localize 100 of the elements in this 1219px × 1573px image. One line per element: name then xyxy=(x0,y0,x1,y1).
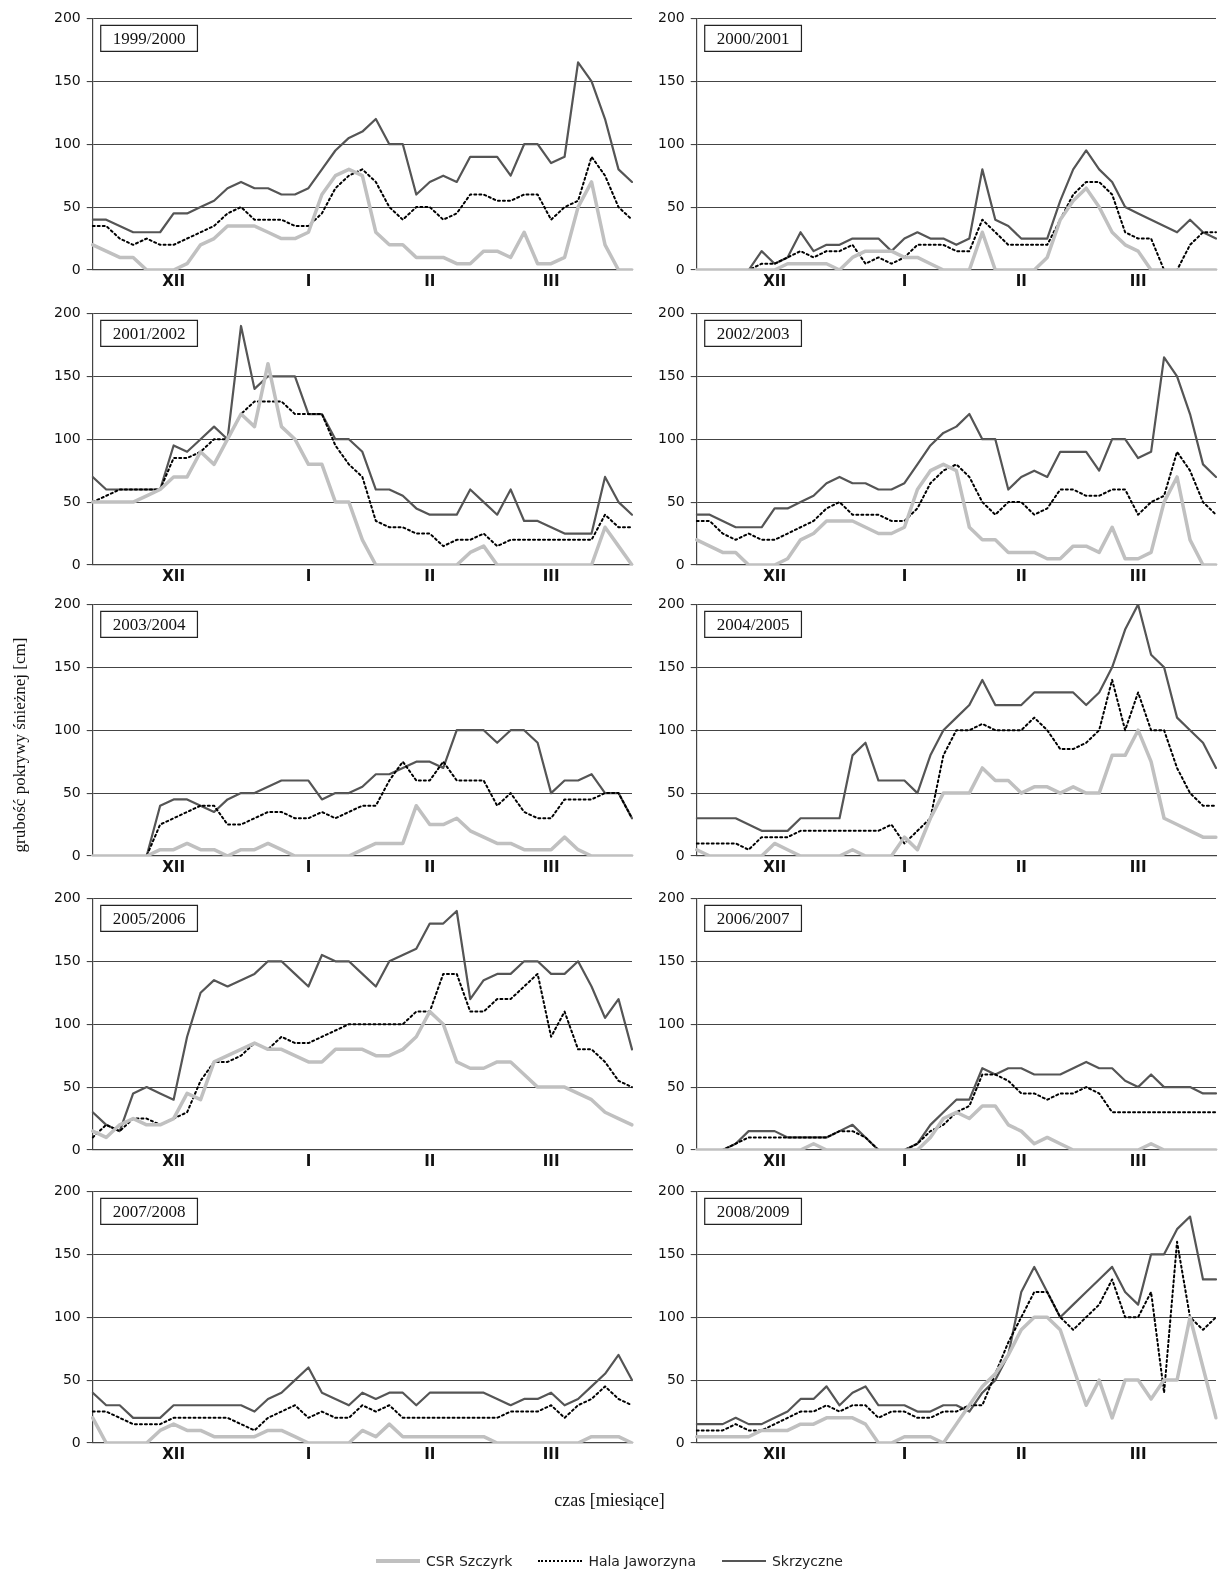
x-tick-label: II xyxy=(424,566,436,585)
x-tick-label: III xyxy=(542,857,560,876)
x-tick-label: III xyxy=(542,271,560,290)
x-tick-label: XII xyxy=(162,1151,185,1170)
x-tick-label: III xyxy=(1129,1151,1147,1170)
y-tick-label: 100 xyxy=(53,134,81,151)
y-tick-label: 150 xyxy=(657,71,685,88)
y-tick-label: 100 xyxy=(53,720,81,737)
y-tick-label: 50 xyxy=(666,197,685,214)
legend-label: CSR Szczyrk xyxy=(426,1553,513,1569)
y-tick-label: 150 xyxy=(657,1244,685,1261)
x-tick-label: II xyxy=(424,1444,436,1463)
y-tick-label: 100 xyxy=(657,429,685,446)
y-tick-label: 100 xyxy=(657,720,685,737)
y-tick-label: 150 xyxy=(657,657,685,674)
x-tick-label: III xyxy=(542,1444,560,1463)
x-tick-label: III xyxy=(1129,1444,1147,1463)
text: 2004/2005 xyxy=(716,614,790,634)
y-tick-label: 200 xyxy=(53,889,81,906)
y-tick-label: 200 xyxy=(53,304,81,321)
y-tick-label: 50 xyxy=(666,1370,685,1387)
x-tick-label: II xyxy=(1015,271,1027,290)
legend-label: Hala Jaworzyna xyxy=(588,1553,696,1569)
y-tick-label: 50 xyxy=(62,783,81,800)
y-tick-label: 200 xyxy=(657,595,685,612)
y-tick-label: 0 xyxy=(71,846,81,863)
y-tick-label: 50 xyxy=(666,783,685,800)
y-tick-label: 100 xyxy=(657,1307,685,1324)
y-tick-label: 150 xyxy=(53,1244,81,1261)
y-tick-label: 100 xyxy=(53,429,81,446)
y-tick-label: 200 xyxy=(53,9,81,26)
x-tick-label: II xyxy=(424,1151,436,1170)
y-tick-label: 50 xyxy=(666,492,685,509)
y-tick-label: 200 xyxy=(657,889,685,906)
x-tick-label: XII xyxy=(763,1151,786,1170)
text: 2005/2006 xyxy=(112,908,186,928)
y-tick-label: 0 xyxy=(675,260,685,277)
x-tick-label: I xyxy=(901,1151,908,1170)
legend-label: Skrzyczne xyxy=(771,1553,843,1569)
x-tick-label: I xyxy=(901,857,908,876)
text: 2001/2002 xyxy=(112,323,186,343)
y-tick-label: 150 xyxy=(53,71,81,88)
y-tick-label: 150 xyxy=(657,366,685,383)
x-tick-label: II xyxy=(1015,566,1027,585)
y-tick-label: 0 xyxy=(71,260,81,277)
x-tick-label: II xyxy=(424,271,436,290)
x-axis-title: czas [miesiące] xyxy=(553,1490,666,1511)
x-tick-label: I xyxy=(901,271,908,290)
y-tick-label: 50 xyxy=(62,1370,81,1387)
y-tick-label: 0 xyxy=(675,1140,685,1157)
y-tick-label: 150 xyxy=(53,366,81,383)
x-tick-label: I xyxy=(305,1151,312,1170)
y-tick-label: 0 xyxy=(675,1433,685,1450)
x-tick-label: I xyxy=(305,857,312,876)
text: 2008/2009 xyxy=(716,1201,790,1221)
x-tick-label: II xyxy=(1015,1444,1027,1463)
x-tick-label: III xyxy=(1129,857,1147,876)
line-series xyxy=(91,1385,633,1432)
y-tick-label: 150 xyxy=(53,951,81,968)
y-tick-label: 100 xyxy=(657,1014,685,1031)
x-tick-label: I xyxy=(305,566,312,585)
x-tick-label: XII xyxy=(162,857,185,876)
x-tick-label: XII xyxy=(162,566,185,585)
x-tick-label: I xyxy=(305,1444,312,1463)
y-tick-label: 50 xyxy=(666,1077,685,1094)
y-tick-label: 0 xyxy=(71,555,81,572)
y-tick-label: 50 xyxy=(62,1077,81,1094)
y-tick-label: 50 xyxy=(62,197,81,214)
y-axis-title: grubość pokrywy śnieżnej [cm] xyxy=(10,636,30,855)
x-tick-label: I xyxy=(901,1444,908,1463)
text: 2007/2008 xyxy=(112,1201,186,1221)
x-tick-label: XII xyxy=(162,1444,185,1463)
x-tick-label: III xyxy=(1129,271,1147,290)
x-tick-label: XII xyxy=(763,566,786,585)
x-tick-label: III xyxy=(542,566,560,585)
text: 1999/2000 xyxy=(112,28,186,48)
text: 2003/2004 xyxy=(112,614,186,634)
y-tick-label: 200 xyxy=(657,304,685,321)
x-tick-label: XII xyxy=(763,271,786,290)
x-tick-label: I xyxy=(305,271,312,290)
x-tick-label: XII xyxy=(763,1444,786,1463)
y-tick-label: 100 xyxy=(53,1014,81,1031)
y-tick-label: 0 xyxy=(675,555,685,572)
y-tick-label: 0 xyxy=(675,846,685,863)
text: 2000/2001 xyxy=(716,28,790,48)
y-tick-label: 0 xyxy=(71,1433,81,1450)
y-tick-label: 200 xyxy=(657,9,685,26)
y-tick-label: 0 xyxy=(71,1140,81,1157)
y-tick-label: 100 xyxy=(657,134,685,151)
text: 2006/2007 xyxy=(716,908,790,928)
y-tick-label: 50 xyxy=(62,492,81,509)
y-tick-label: 200 xyxy=(53,595,81,612)
x-tick-label: I xyxy=(901,566,908,585)
x-tick-label: III xyxy=(1129,566,1147,585)
text: 2002/2003 xyxy=(716,323,790,343)
x-tick-label: III xyxy=(542,1151,560,1170)
y-tick-label: 150 xyxy=(657,951,685,968)
x-tick-label: II xyxy=(1015,857,1027,876)
y-tick-label: 150 xyxy=(53,657,81,674)
x-tick-label: II xyxy=(1015,1151,1027,1170)
